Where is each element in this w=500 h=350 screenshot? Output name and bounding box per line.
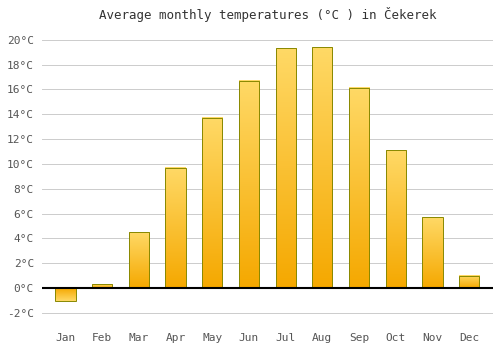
Bar: [202, 118, 222, 288]
Bar: [459, 276, 479, 288]
Bar: [92, 285, 112, 288]
Bar: [166, 168, 186, 288]
Bar: [422, 217, 442, 288]
Title: Average monthly temperatures (°C ) in Čekerek: Average monthly temperatures (°C ) in Če…: [98, 7, 436, 22]
Bar: [276, 48, 296, 288]
Bar: [129, 232, 149, 288]
Bar: [56, 288, 76, 301]
Bar: [349, 88, 369, 288]
Bar: [386, 150, 406, 288]
Bar: [312, 47, 332, 288]
Bar: [239, 81, 259, 288]
